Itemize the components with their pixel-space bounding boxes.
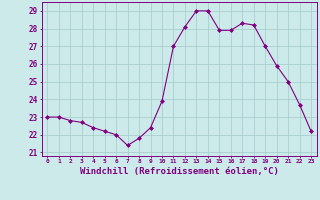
X-axis label: Windchill (Refroidissement éolien,°C): Windchill (Refroidissement éolien,°C): [80, 167, 279, 176]
